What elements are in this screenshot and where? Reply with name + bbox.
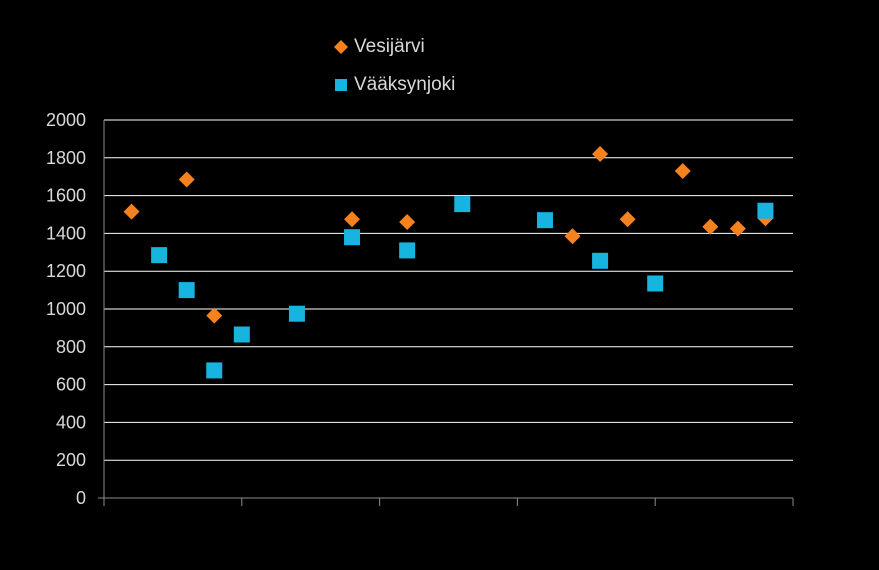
y-tick-label: 1400 — [46, 223, 86, 243]
data-point-vaaksynjoki — [288, 305, 305, 322]
data-point-vaaksynjoki — [647, 275, 664, 292]
data-point-vaaksynjoki — [592, 252, 609, 269]
data-point-vaaksynjoki — [536, 212, 553, 229]
y-tick-label: 1000 — [46, 299, 86, 319]
data-point-vaaksynjoki — [178, 282, 195, 299]
legend-label-vaaksynjoki: Vääksynjoki — [354, 74, 456, 95]
y-tick-label: 800 — [56, 337, 86, 357]
data-point-vesijarvi — [123, 203, 140, 220]
y-tick-label: 200 — [56, 450, 86, 470]
data-point-vaaksynjoki — [206, 362, 223, 379]
legend-label-vesijarvi: Vesijärvi — [354, 36, 425, 57]
y-tick-label: 1200 — [46, 261, 86, 281]
y-tick-label: 0 — [76, 488, 86, 508]
data-point-vesijarvi — [564, 228, 581, 245]
diamond-marker-icon — [334, 40, 348, 54]
y-tick-label: 2000 — [46, 110, 86, 130]
data-point-vesijarvi — [619, 211, 636, 228]
data-point-vaaksynjoki — [399, 242, 416, 259]
legend-entry-vaaksynjoki: Vääksynjoki — [334, 74, 455, 96]
data-point-vaaksynjoki — [151, 247, 168, 264]
data-point-vesijarvi — [206, 307, 223, 324]
data-point-vesijarvi — [178, 171, 195, 188]
data-point-vesijarvi — [702, 218, 719, 235]
y-tick-label: 600 — [56, 375, 86, 395]
data-point-vesijarvi — [344, 211, 361, 228]
y-tick-label: 1800 — [46, 148, 86, 168]
data-point-vesijarvi — [399, 214, 416, 231]
data-point-vesijarvi — [592, 146, 609, 163]
legend-entry-vesijarvi: Vesijärvi — [334, 36, 425, 58]
data-point-vesijarvi — [674, 163, 691, 180]
data-point-vaaksynjoki — [233, 326, 250, 343]
y-tick-label: 1600 — [46, 186, 86, 206]
data-point-vaaksynjoki — [454, 196, 471, 213]
data-point-vaaksynjoki — [344, 229, 361, 246]
square-marker-icon — [335, 79, 347, 91]
y-tick-label: 400 — [56, 412, 86, 432]
data-point-vaaksynjoki — [757, 202, 774, 219]
data-point-vesijarvi — [729, 220, 746, 237]
